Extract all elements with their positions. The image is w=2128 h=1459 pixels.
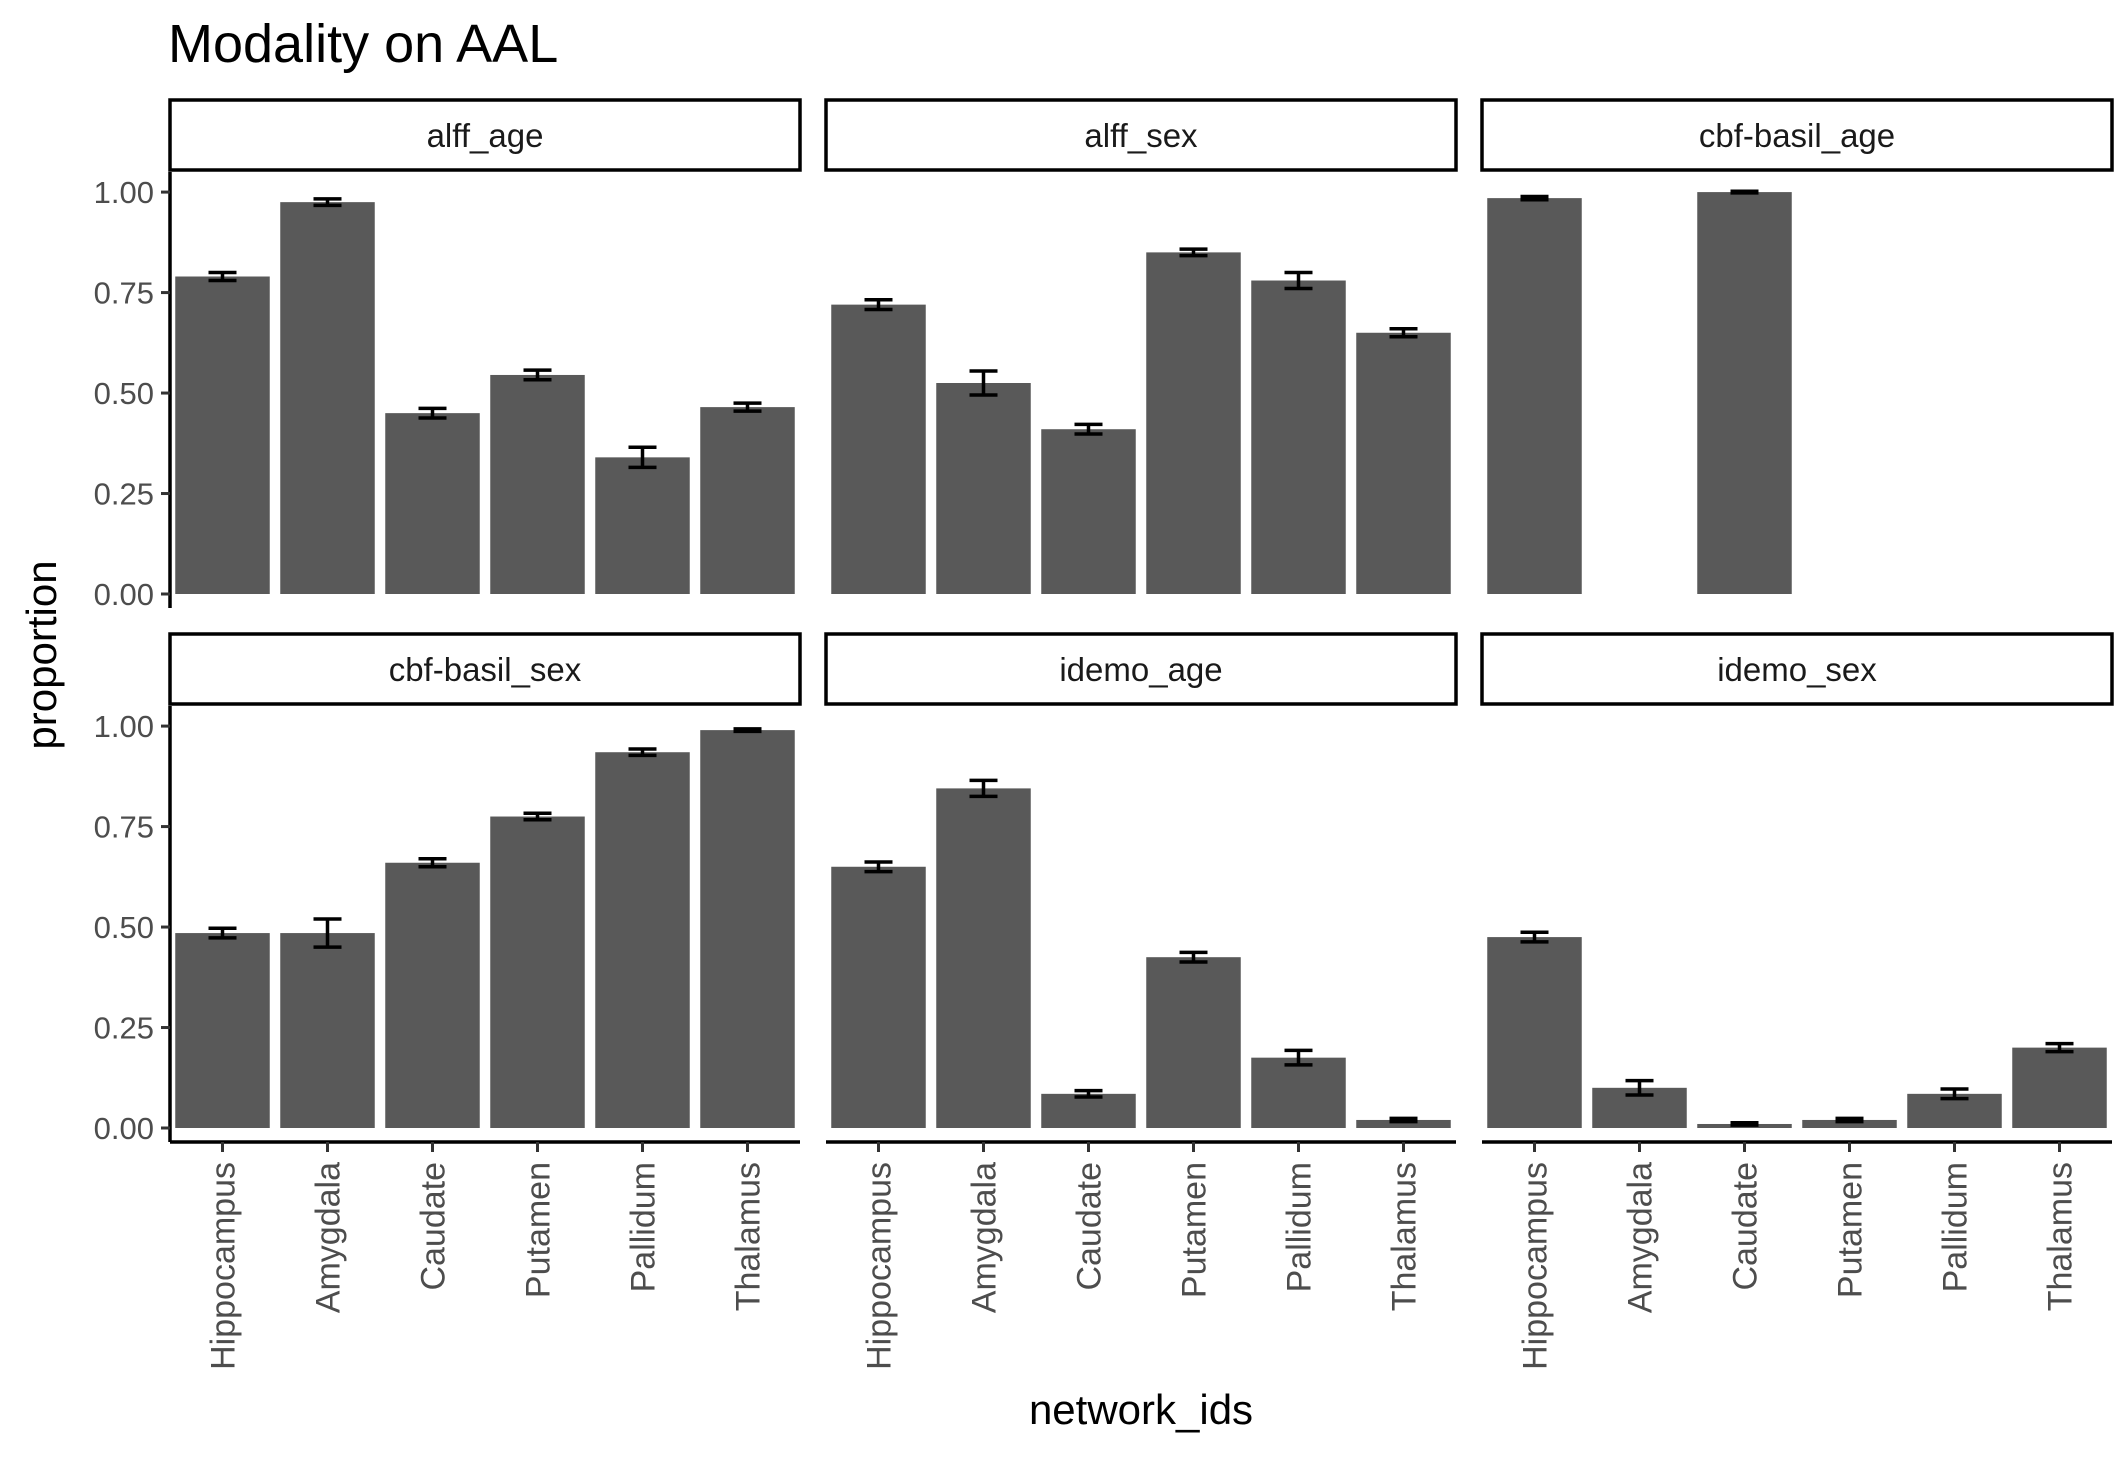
bar <box>1487 198 1582 594</box>
bar <box>1356 332 1451 594</box>
x-tick-label: Pallidum <box>625 1162 663 1292</box>
bar <box>490 816 585 1128</box>
bar <box>936 383 1031 594</box>
y-tick-label: 0.25 <box>94 1011 154 1046</box>
x-tick-label: Amygdala <box>1622 1162 1660 1313</box>
x-tick-label: Amygdala <box>966 1162 1004 1313</box>
y-tick-label: 1.00 <box>94 709 154 744</box>
bar <box>1146 252 1241 594</box>
facet-strip <box>1480 632 2114 706</box>
x-tick-label: Caudate <box>1727 1162 1765 1291</box>
bar <box>385 413 480 594</box>
chart-title: Modality on AAL <box>168 14 558 74</box>
x-tick-label: Caudate <box>415 1162 453 1291</box>
bar <box>595 457 690 594</box>
facet-strip <box>168 98 802 172</box>
bar <box>1041 1093 1136 1128</box>
y-tick-label: 0.75 <box>94 276 154 311</box>
bar <box>1356 1119 1451 1128</box>
bar <box>936 788 1031 1128</box>
facet-label: cbf-basil_age <box>1699 117 1895 154</box>
facet-label: alff_sex <box>1084 117 1198 154</box>
facet-strip <box>824 98 1458 172</box>
bar <box>175 933 270 1128</box>
x-tick-label: Hippocampus <box>1517 1162 1555 1370</box>
bar <box>280 202 375 594</box>
x-tick-label: Pallidum <box>1281 1162 1319 1292</box>
bar <box>1146 957 1241 1128</box>
y-tick-label: 0.50 <box>94 910 154 945</box>
x-tick-label: Putamen <box>1832 1162 1870 1298</box>
x-tick-label: Thalamus <box>1386 1162 1424 1311</box>
x-tick-label: Thalamus <box>2042 1162 2080 1311</box>
facet-strip <box>1480 98 2114 172</box>
facet-panels: alff_age 0.00 0.25 0.50 0.75 1.00 alff_sex cbf-… <box>94 98 2114 1370</box>
x-tick-label: Pallidum <box>1937 1162 1975 1292</box>
facet-cbf-basil_age: cbf-basil_age <box>1480 98 2114 594</box>
bar <box>1251 280 1346 594</box>
y-tick-label: 0.00 <box>94 577 154 612</box>
facet-strip <box>168 632 802 706</box>
facet-strip <box>824 632 1458 706</box>
y-axis-title: proportion <box>18 560 65 749</box>
y-tick-label: 0.75 <box>94 810 154 845</box>
bar <box>280 933 375 1128</box>
x-tick-label: Putamen <box>520 1162 558 1298</box>
bar <box>385 862 480 1128</box>
facet-label: alff_age <box>427 117 544 154</box>
y-tick-label: 1.00 <box>94 175 154 210</box>
y-tick-label: 0.00 <box>94 1111 154 1146</box>
x-tick-label: Hippocampus <box>205 1162 243 1370</box>
bar <box>831 866 926 1128</box>
x-tick-label: Caudate <box>1071 1162 1109 1291</box>
facet-label: idemo_age <box>1059 651 1222 688</box>
bar <box>1041 429 1136 594</box>
bar <box>700 407 795 594</box>
bar <box>175 276 270 594</box>
facet-cbf-basil_sex: cbf-basil_sex 0.00 0.25 0.50 0.75 1.00 Hippoca… <box>94 632 802 1370</box>
bar <box>595 752 690 1128</box>
y-tick-label: 0.25 <box>94 477 154 512</box>
bar <box>490 374 585 594</box>
bar <box>831 304 926 594</box>
x-tick-label: Hippocampus <box>861 1162 899 1370</box>
x-axis-title: network_ids <box>1029 1386 1253 1433</box>
facet-idemo_age: idemo_age Hippocampus Amygdala Caudate Putam… <box>824 632 1458 1370</box>
x-tick-label: Putamen <box>1176 1162 1214 1298</box>
facet-label: idemo_sex <box>1717 651 1877 688</box>
bar <box>2012 1047 2107 1128</box>
bar <box>1697 192 1792 594</box>
x-tick-label: Thalamus <box>730 1162 768 1311</box>
x-tick-label: Amygdala <box>310 1162 348 1313</box>
facet-label: cbf-basil_sex <box>389 651 582 688</box>
facet-alff_age: alff_age 0.00 0.25 0.50 0.75 1.00 <box>94 98 802 612</box>
bar <box>700 730 795 1128</box>
facet-alff_sex: alff_sex <box>824 98 1458 594</box>
y-tick-label: 0.50 <box>94 376 154 411</box>
bar <box>1251 1057 1346 1128</box>
bar <box>1802 1119 1897 1128</box>
facet-idemo_sex: idemo_sex Hippocampus Amygdala Caudate Putam… <box>1480 632 2114 1370</box>
bar <box>1487 937 1582 1128</box>
